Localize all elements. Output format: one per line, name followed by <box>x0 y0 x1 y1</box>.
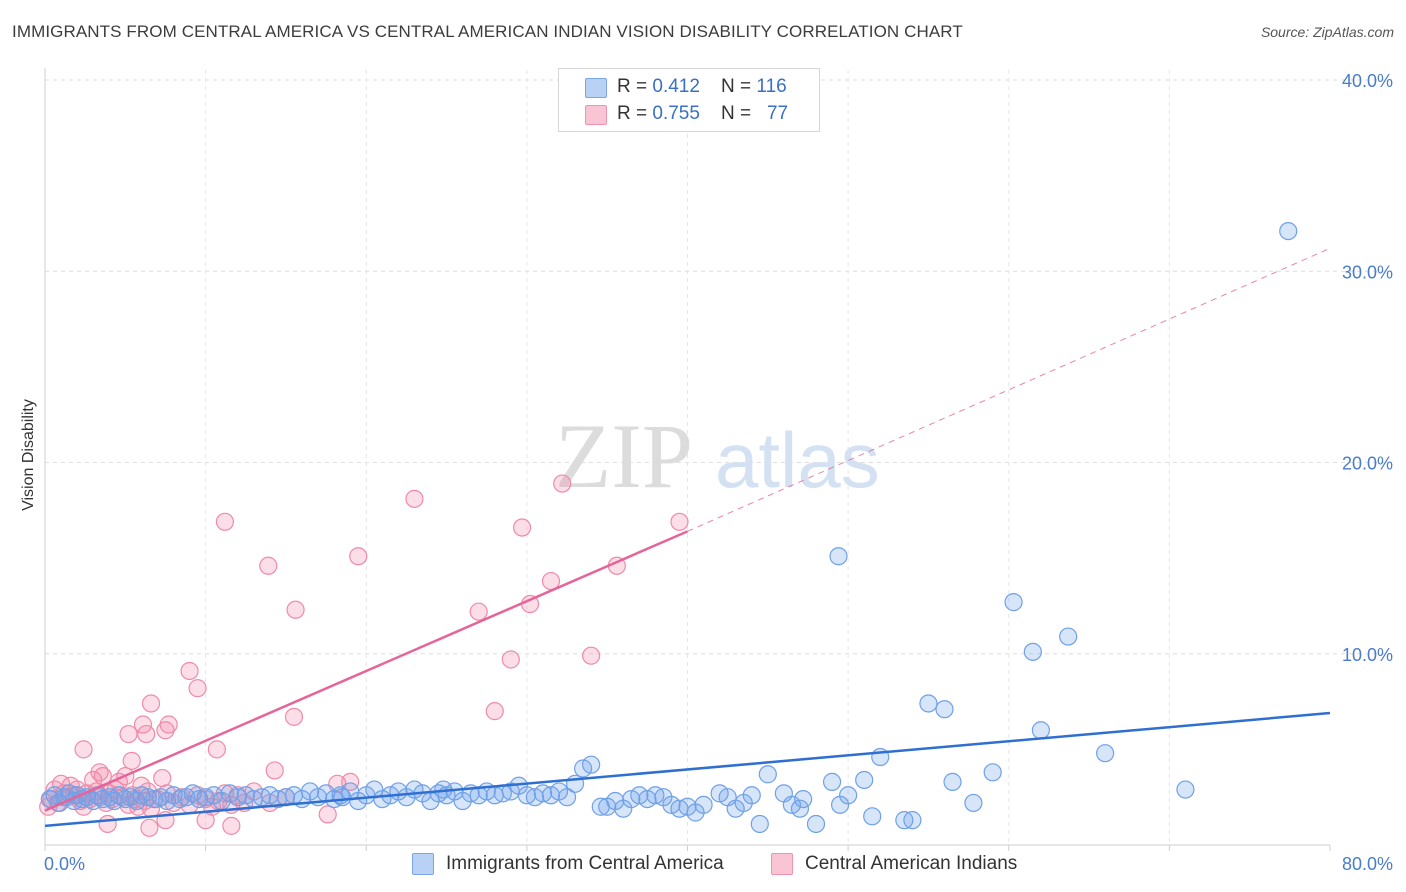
data-point-central-american-indians <box>159 715 178 734</box>
watermark-atlas: atlas <box>715 416 880 504</box>
y-tick-label: 30.0% <box>1342 262 1393 282</box>
legend-swatch-pink <box>585 105 607 125</box>
y-axis-label: Vision Disability <box>20 399 37 511</box>
data-point-immigrants-central-america <box>557 788 577 807</box>
data-point-immigrants-central-america <box>1004 593 1023 612</box>
data-point-immigrants-central-america <box>1279 221 1298 241</box>
legend-r-value: 0.755 <box>652 103 700 124</box>
data-point-immigrants-central-america <box>839 786 858 805</box>
tick-labels: 10.0% 20.0% 30.0% 40.0% 0.0% 80.0% <box>44 71 1393 874</box>
data-point-central-american-indians <box>90 763 109 782</box>
legend-swatch-blue <box>412 853 434 875</box>
data-point-immigrants-central-america <box>829 547 848 566</box>
data-point-central-american-indians <box>349 547 368 566</box>
axes <box>44 68 1331 851</box>
data-point-immigrants-central-america <box>935 700 954 719</box>
data-point-central-american-indians <box>469 602 488 621</box>
data-point-immigrants-central-america <box>138 788 157 807</box>
watermark-zip: ZIP <box>555 405 693 507</box>
data-point-immigrants-central-america <box>822 772 842 791</box>
legend-r-label: R = <box>617 103 653 124</box>
legend-n-value: 116 <box>756 76 787 97</box>
data-point-central-american-indians <box>553 474 572 493</box>
data-point-immigrants-central-america <box>750 814 769 834</box>
x-tick-label: 0.0% <box>44 854 85 874</box>
data-point-central-american-indians <box>156 721 175 740</box>
data-point-central-american-indians <box>501 650 520 669</box>
data-point-central-american-indians <box>485 702 504 721</box>
legend-series1-name: Immigrants from Central America <box>446 853 724 874</box>
data-point-immigrants-central-america <box>790 799 810 818</box>
data-point-immigrants-central-america <box>1059 627 1078 646</box>
data-point-central-american-indians <box>133 715 153 734</box>
legend-r-value: 0.412 <box>652 76 700 97</box>
data-point-immigrants-central-america <box>855 770 874 790</box>
data-point-immigrants-central-america <box>1176 780 1195 799</box>
trend-lines <box>44 247 1331 828</box>
data-point-central-american-indians <box>137 724 156 744</box>
data-point-immigrants-central-america <box>1023 642 1042 661</box>
trend-line-immigrants-central-america <box>44 711 1331 828</box>
grid-lines <box>45 70 1392 845</box>
data-point-central-american-indians <box>512 518 532 537</box>
data-point-immigrants-central-america <box>863 807 882 826</box>
data-point-central-american-indians <box>318 805 337 824</box>
data-point-central-american-indians <box>222 816 241 835</box>
legend-swatch-pink <box>771 853 793 875</box>
data-point-immigrants-central-america <box>1031 721 1050 740</box>
legend-r-label: R = <box>617 76 653 97</box>
correlation-legend: R = 0.412 N = 116 R = 0.755 N = 77 <box>558 68 820 132</box>
data-point-central-american-indians <box>259 556 278 575</box>
data-point-central-american-indians <box>284 707 304 726</box>
data-point-immigrants-central-america <box>758 765 777 784</box>
data-point-immigrants-central-america <box>591 797 610 816</box>
data-point-immigrants-central-america <box>190 789 209 809</box>
legend-n-label: N = <box>721 76 757 97</box>
data-point-central-american-indians <box>153 768 172 788</box>
data-point-central-american-indians <box>188 679 207 698</box>
y-tick-label: 10.0% <box>1342 645 1393 665</box>
data-point-immigrants-central-america <box>943 772 962 791</box>
data-point-central-american-indians <box>98 814 117 834</box>
data-point-central-american-indians <box>286 600 305 619</box>
data-point-central-american-indians <box>140 818 159 837</box>
data-point-immigrants-central-america <box>742 786 761 805</box>
data-point-immigrants-central-america <box>983 763 1002 782</box>
data-point-immigrants-central-america <box>127 791 146 811</box>
data-point-central-american-indians <box>215 512 234 531</box>
data-point-central-american-indians <box>405 489 424 508</box>
data-point-immigrants-central-america <box>806 814 826 834</box>
y-tick-label: 40.0% <box>1342 71 1393 91</box>
data-point-immigrants-central-america <box>903 811 922 830</box>
trend-line-extension-central-american-indians <box>687 247 1331 532</box>
data-point-central-american-indians <box>265 761 284 780</box>
data-point-central-american-indians <box>207 740 226 759</box>
legend-series2-name: Central American Indians <box>805 853 1018 874</box>
legend-n-label: N = <box>721 103 757 124</box>
data-point-central-american-indians <box>341 772 360 791</box>
data-point-immigrants-central-america <box>694 795 713 814</box>
data-point-immigrants-central-america <box>1096 744 1115 763</box>
data-point-central-american-indians <box>180 661 199 681</box>
data-point-immigrants-central-america <box>964 793 983 813</box>
data-point-central-american-indians <box>119 724 138 744</box>
x-tick-label: 80.0% <box>1342 854 1393 874</box>
legend-swatch-blue <box>585 78 607 98</box>
data-point-central-american-indians <box>122 751 141 770</box>
y-tick-label: 20.0% <box>1342 454 1393 474</box>
data-point-central-american-indians <box>670 512 689 531</box>
legend-n-value: 77 <box>766 103 789 124</box>
data-point-immigrants-central-america <box>919 694 938 713</box>
trend-line-central-american-indians <box>44 530 688 812</box>
data-point-immigrants-central-america <box>582 755 601 774</box>
data-point-central-american-indians <box>141 694 161 713</box>
chart-title: IMMIGRANTS FROM CENTRAL AMERICA VS CENTR… <box>12 22 963 41</box>
data-point-central-american-indians <box>196 811 215 830</box>
series-central-american-indians <box>39 474 689 837</box>
source-label: Source: ZipAtlas.com <box>1260 24 1394 40</box>
data-point-immigrants-central-america <box>794 789 813 809</box>
data-point-central-american-indians <box>582 646 601 665</box>
data-point-central-american-indians <box>74 740 93 759</box>
